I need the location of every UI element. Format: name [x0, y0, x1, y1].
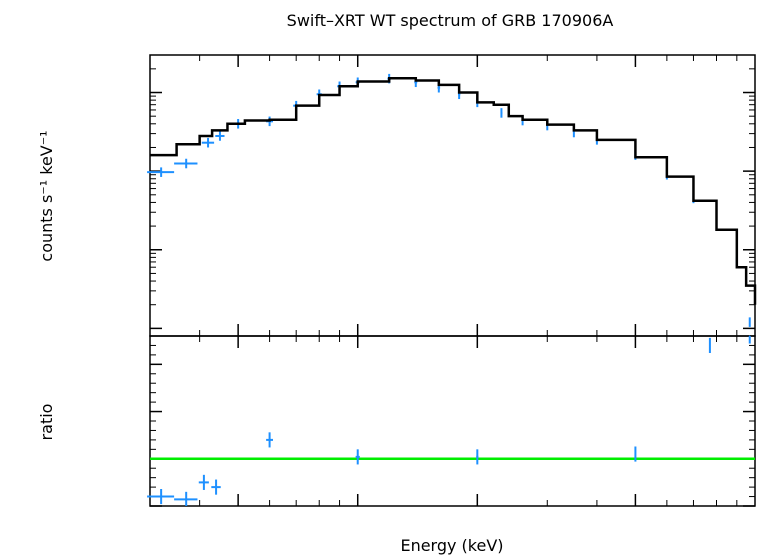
spectrum-data-point	[201, 137, 215, 148]
ratio-data-point	[147, 489, 175, 505]
ratio-data-point	[211, 479, 221, 495]
ratio-data-point	[708, 337, 711, 353]
y-axis-label-ratio: ratio	[37, 404, 56, 441]
ratio-data-point	[355, 449, 360, 465]
spectrum-data-point	[500, 108, 503, 118]
ratio-panel	[147, 335, 756, 507]
ratio-data-point	[174, 491, 198, 506]
y-axis-label-spectrum: counts s⁻¹ keV⁻¹	[37, 130, 56, 261]
ratio-data-point	[634, 446, 637, 462]
spectrum-panel	[147, 54, 757, 337]
ratio-frame	[149, 335, 756, 507]
spectrum-data-point	[174, 158, 198, 169]
chart-title: Swift–XRT WT spectrum of GRB 170906A	[287, 11, 614, 30]
ratio-data-point	[198, 474, 209, 490]
spectrum-frame	[149, 54, 756, 337]
x-axis-label: Energy (keV)	[400, 536, 503, 555]
model-curve	[150, 76, 757, 305]
spectrum-data-point	[147, 167, 175, 177]
spectrum-data-point	[215, 131, 225, 141]
ratio-data-point	[476, 449, 479, 465]
ratio-data-point	[266, 432, 274, 448]
